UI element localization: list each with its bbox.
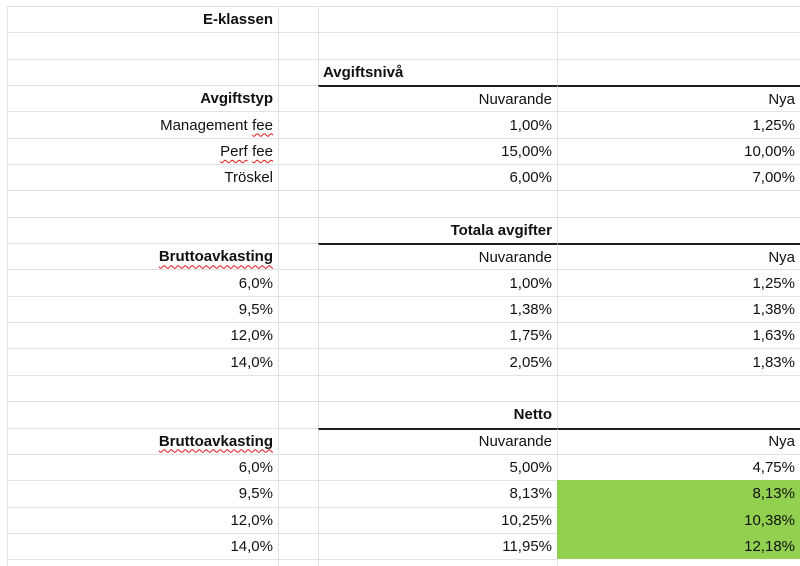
cell-b8[interactable] [278,190,318,217]
cell-b12[interactable] [278,295,318,323]
cell-c5-value[interactable]: 1,00% [318,111,557,138]
cell-a18-label[interactable]: 6,0% [7,453,278,481]
cell-b18[interactable] [278,453,318,481]
cell-b4[interactable] [278,85,318,112]
cell-b6[interactable] [278,137,318,165]
cell-b3[interactable] [278,58,318,86]
cell-d7-value[interactable]: 7,00% [557,164,800,191]
cell-b1[interactable] [278,6,318,33]
cell-c21-value[interactable]: 11,95% [318,532,557,560]
spreadsheet-grid: E-klassen Avgiftsnivå Avgiftstyp Nuvaran… [7,6,800,566]
cell-b16[interactable] [278,401,318,428]
cell-c13-value[interactable]: 1,75% [318,322,557,349]
cell-c2[interactable] [318,32,557,59]
spellcheck-word: Perf [220,142,248,160]
cell-c9-section-title[interactable]: Totala avgifter [318,216,557,244]
cell-c17-col-header[interactable]: Nuvarande [318,427,557,454]
cell-a3[interactable] [7,58,278,86]
cell-c15[interactable] [318,374,557,402]
cell-c14-value[interactable]: 2,05% [318,348,557,375]
cell-d17-col-header[interactable]: Nya [557,427,800,454]
cell-d13-value[interactable]: 1,63% [557,322,800,349]
cell-a15[interactable] [7,374,278,402]
cell-d8[interactable] [557,190,800,217]
cell-d16[interactable] [557,401,800,428]
cell-d1[interactable] [557,6,800,33]
cell-b15[interactable] [278,374,318,402]
cell-b17[interactable] [278,427,318,454]
label-word: Management [160,116,248,134]
cell-c16-section-title[interactable]: Netto [318,401,557,428]
cell-b13[interactable] [278,322,318,349]
cell-c3-section-title[interactable]: Avgiftsnivå [318,58,557,86]
cell-d11-value[interactable]: 1,25% [557,269,800,296]
cell-a7-label[interactable]: Tröskel [7,164,278,191]
cell-c1[interactable] [318,6,557,33]
cell-d10-col-header[interactable]: Nya [557,243,800,270]
cell-a13-label[interactable]: 12,0% [7,322,278,349]
cell-a11-label[interactable]: 6,0% [7,269,278,296]
cell-d9[interactable] [557,216,800,244]
cell-d21-value-highlighted[interactable]: 12,18% [557,532,800,560]
cell-a19-label[interactable]: 9,5% [7,480,278,507]
cell-c7-value[interactable]: 6,00% [318,164,557,191]
cell-a10-row-header[interactable]: Bruttoavkasting [7,243,278,270]
cell-b7[interactable] [278,164,318,191]
cell-a22[interactable] [7,559,278,566]
cell-d12-value[interactable]: 1,38% [557,295,800,323]
cell-c12-value[interactable]: 1,38% [318,295,557,323]
cell-a1-sheet-title[interactable]: E-klassen [7,6,278,33]
cell-b9[interactable] [278,216,318,244]
cell-a6-label[interactable]: Perf fee [7,137,278,165]
cell-d4-col-header[interactable]: Nya [557,85,800,112]
cell-c18-value[interactable]: 5,00% [318,453,557,481]
cell-d14-value[interactable]: 1,83% [557,348,800,375]
cell-a21-label[interactable]: 14,0% [7,532,278,560]
cell-d22[interactable] [557,559,800,566]
cell-c10-col-header[interactable]: Nuvarande [318,243,557,270]
cell-a4-row-header[interactable]: Avgiftstyp [7,85,278,112]
cell-d3[interactable] [557,58,800,86]
cell-b20[interactable] [278,506,318,533]
spellcheck-word: Bruttoavkasting [158,432,273,450]
cell-b19[interactable] [278,480,318,507]
cell-a20-label[interactable]: 12,0% [7,506,278,533]
cell-a14-label[interactable]: 14,0% [7,348,278,375]
cell-b22[interactable] [278,559,318,566]
cell-c4-col-header[interactable]: Nuvarande [318,85,557,112]
cell-a12-label[interactable]: 9,5% [7,295,278,323]
cell-a5-label[interactable]: Management fee [7,111,278,138]
cell-c22[interactable] [318,559,557,566]
cell-d2[interactable] [557,32,800,59]
cell-c20-value[interactable]: 10,25% [318,506,557,533]
spellcheck-word: Bruttoavkasting [158,248,273,266]
cell-d5-value[interactable]: 1,25% [557,111,800,138]
spellcheck-word: fee [252,116,273,134]
cell-a16[interactable] [7,401,278,428]
cell-d19-value-highlighted[interactable]: 8,13% [557,480,800,507]
cell-a17-row-header[interactable]: Bruttoavkasting [7,427,278,454]
cell-b11[interactable] [278,269,318,296]
cell-b14[interactable] [278,348,318,375]
cell-d15[interactable] [557,374,800,402]
cell-b21[interactable] [278,532,318,560]
cell-d6-value[interactable]: 10,00% [557,137,800,165]
cell-b10[interactable] [278,243,318,270]
cell-d18-value[interactable]: 4,75% [557,453,800,481]
cell-b5[interactable] [278,111,318,138]
cell-a9[interactable] [7,216,278,244]
cell-c11-value[interactable]: 1,00% [318,269,557,296]
cell-c8[interactable] [318,190,557,217]
cell-c6-value[interactable]: 15,00% [318,137,557,165]
cell-d20-value-highlighted[interactable]: 10,38% [557,506,800,533]
cell-b2[interactable] [278,32,318,59]
cell-c19-value[interactable]: 8,13% [318,480,557,507]
cell-a2[interactable] [7,32,278,59]
cell-a8[interactable] [7,190,278,217]
spellcheck-word: fee [252,142,273,160]
